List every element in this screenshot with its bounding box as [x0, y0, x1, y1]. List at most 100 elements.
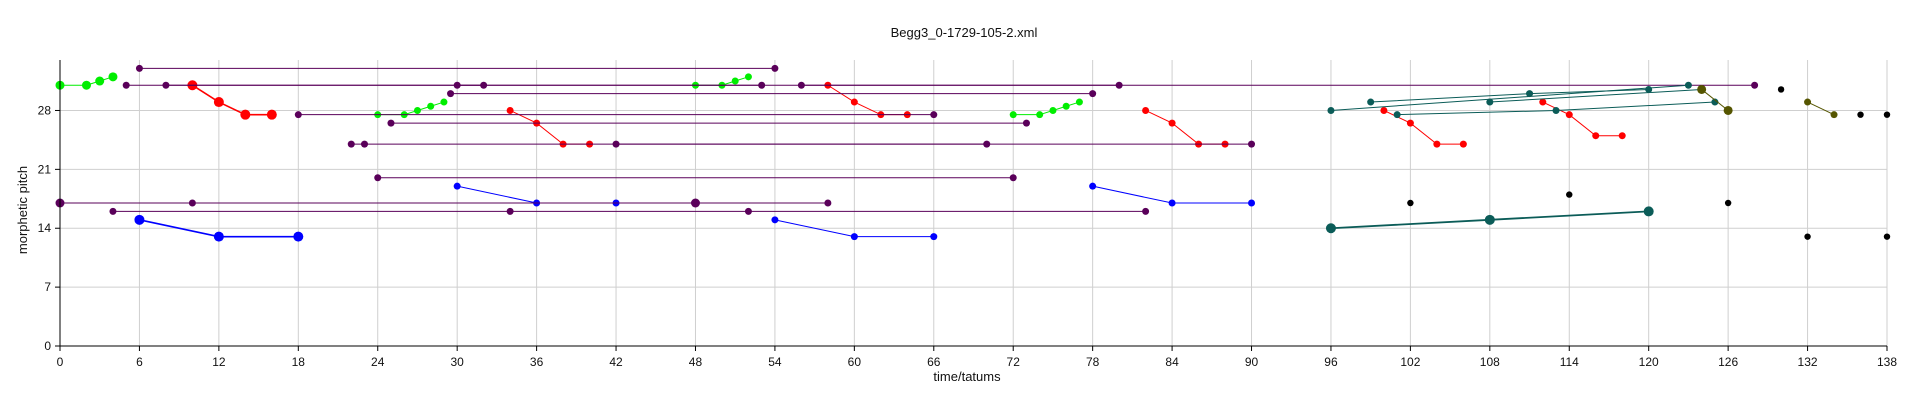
series — [162, 81, 488, 89]
data-point — [1022, 119, 1030, 127]
data-point — [506, 207, 514, 215]
x-tick-label: 24 — [371, 355, 385, 369]
x-tick-label: 0 — [57, 355, 64, 369]
x-tick-label: 90 — [1245, 355, 1259, 369]
data-point — [213, 231, 224, 242]
data-point — [1009, 111, 1017, 119]
data-point — [294, 111, 302, 119]
data-point — [1406, 119, 1414, 127]
data-point — [453, 81, 461, 89]
data-point — [387, 119, 395, 127]
chart-title: Begg3_0-1729-105-2.xml — [891, 25, 1038, 40]
data-point — [771, 64, 779, 72]
data-point — [1009, 174, 1017, 182]
data-point — [453, 182, 461, 190]
data-point — [1723, 105, 1733, 115]
x-tick-label: 96 — [1324, 355, 1338, 369]
data-point — [1142, 207, 1150, 215]
x-tick-label: 108 — [1480, 355, 1500, 369]
data-point — [1115, 81, 1123, 89]
data-point — [1484, 214, 1495, 225]
data-point — [122, 81, 130, 89]
x-tick-label: 114 — [1560, 355, 1579, 369]
data-point — [612, 140, 620, 148]
data-point — [930, 111, 938, 119]
series — [187, 80, 277, 120]
data-point — [744, 207, 752, 215]
x-tick-label: 120 — [1639, 355, 1659, 369]
series-line — [1330, 84, 1689, 111]
data-point — [1724, 199, 1732, 207]
data-point — [95, 76, 105, 86]
x-tick-label: 42 — [609, 355, 623, 369]
data-point — [1049, 106, 1057, 114]
x-tick-label: 102 — [1400, 355, 1420, 369]
series-line — [457, 185, 696, 204]
data-point — [1883, 111, 1891, 118]
data-point — [1618, 132, 1626, 140]
series-line — [1489, 88, 1702, 103]
series-layer — [55, 64, 1891, 242]
series-line — [191, 84, 272, 116]
data-point — [1883, 233, 1891, 240]
data-point — [109, 207, 117, 215]
data-point — [1327, 106, 1335, 114]
series — [55, 72, 118, 90]
series — [1089, 182, 1256, 207]
series-line — [1370, 88, 1649, 103]
data-point — [1459, 140, 1467, 148]
data-point — [1325, 223, 1336, 234]
series — [453, 81, 766, 89]
data-point — [1168, 199, 1176, 207]
series — [797, 81, 1123, 89]
data-point — [1565, 111, 1573, 119]
data-point — [1697, 84, 1707, 94]
data-point — [135, 64, 143, 72]
series — [771, 216, 938, 241]
series — [1697, 84, 1733, 115]
series-line — [1013, 101, 1080, 116]
data-point — [1804, 98, 1812, 106]
data-point — [134, 214, 145, 225]
series — [824, 81, 911, 119]
data-point — [240, 109, 251, 120]
data-point — [850, 98, 858, 106]
data-point — [731, 77, 739, 85]
x-tick-label: 132 — [1798, 355, 1818, 369]
series — [506, 106, 594, 148]
series — [612, 140, 1256, 148]
series — [1009, 98, 1083, 119]
y-tick-label: 14 — [38, 221, 52, 235]
data-point — [1248, 199, 1256, 207]
data-point — [797, 81, 805, 89]
x-tick-label: 12 — [212, 355, 226, 369]
data-point — [188, 199, 196, 207]
y-tick-label: 0 — [44, 339, 51, 353]
series — [134, 214, 304, 242]
series — [109, 207, 1150, 215]
x-tick-label: 72 — [1007, 355, 1021, 369]
data-point — [413, 106, 421, 114]
data-point — [1684, 81, 1692, 89]
series-line — [377, 101, 445, 116]
data-point — [758, 81, 766, 89]
data-point — [1751, 81, 1759, 89]
series-line — [1701, 89, 1729, 111]
data-point — [1711, 98, 1719, 106]
data-point — [1857, 111, 1864, 118]
series — [374, 98, 448, 119]
y-tick-label: 7 — [44, 280, 51, 294]
data-point — [771, 216, 779, 224]
series — [1407, 86, 1891, 240]
series — [1393, 98, 1719, 119]
data-point — [293, 231, 304, 242]
data-point — [1592, 132, 1600, 140]
data-point — [213, 97, 224, 108]
series — [447, 90, 1097, 98]
data-point — [1380, 106, 1388, 114]
series — [188, 199, 832, 207]
data-point — [1645, 85, 1653, 93]
data-point — [744, 73, 752, 81]
